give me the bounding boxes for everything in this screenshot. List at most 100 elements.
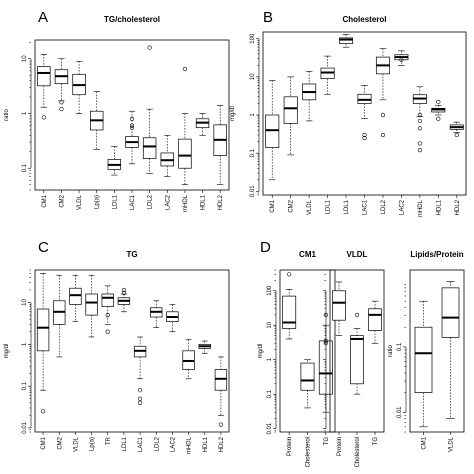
boxplot-panel-c: TG mg/dl 0.01 0.1 1 10 CM1 CM2 VLDL Lp(a) TR LDL1 LA… [4, 250, 230, 454]
boxplot-panel-d3: Lipids/Protein ratio 0.01 0.1 CM1 VLDL [388, 250, 465, 452]
x-tick-label: LDL2 [154, 436, 160, 451]
box [350, 335, 364, 385]
x-tick-label: LDL1 [122, 436, 128, 451]
y-tick-label: 1 [22, 111, 28, 115]
box [214, 369, 228, 391]
x-tick-label: mHDL [418, 199, 424, 217]
outlier-point [105, 313, 110, 318]
outlier-point [129, 116, 135, 121]
y-tick-label: 0.1 [22, 381, 28, 390]
x-tick-label: HDL1 [436, 199, 442, 215]
outlier-point [147, 45, 152, 50]
box [69, 287, 82, 305]
y-tick-label: 10 [267, 321, 273, 328]
y-tick-label: 0.1 [397, 342, 403, 351]
outlier-point [436, 116, 441, 121]
box [300, 362, 315, 391]
x-tick-label: LAC2 [399, 199, 405, 215]
outlier-point [129, 125, 135, 130]
outlier-point [40, 409, 46, 414]
x-tick-label: Protein [337, 437, 343, 456]
x-tick-label: Lp(a) [90, 437, 96, 451]
x-tick-label: LDL1 [326, 199, 332, 214]
x-tick-label: Cholesterol [306, 437, 312, 467]
x-tick-label: LAC2 [170, 436, 176, 452]
outlier-point [380, 112, 386, 118]
y-tick-label: 0.01 [397, 406, 403, 418]
x-tick-label: CM1 [422, 436, 428, 449]
panel-title: TG/cholesterol [104, 15, 160, 24]
y-axis-label: ratio [388, 345, 394, 357]
box [37, 66, 51, 87]
x-tick-label: TR [106, 436, 112, 445]
outlier-point [287, 272, 292, 277]
x-tick-label: LAC1 [138, 436, 144, 452]
outlier-point [380, 132, 386, 138]
boxplot-panel-d2: VLDL Protein Cholesterol TG [323, 250, 385, 467]
x-tick-label: HDL2 [455, 199, 461, 215]
plot-frame [34, 269, 230, 433]
outlier-point [362, 132, 367, 138]
outlier-point [137, 388, 143, 393]
outlier-point [129, 123, 135, 128]
x-tick-label: HDL2 [218, 194, 224, 210]
x-tick-label: mHDL [187, 436, 193, 454]
y-axis-label: mg/dl [4, 344, 10, 359]
outlier-point [105, 329, 110, 334]
y-tick-label: 10 [22, 55, 28, 62]
x-tick-label: Lp(a) [95, 195, 101, 209]
x-tick-label: Cholesterol [355, 437, 361, 467]
outlier-point [59, 107, 64, 112]
x-tick-label: CM1 [270, 199, 276, 212]
y-tick-label: 0.1 [267, 389, 273, 398]
box [85, 293, 98, 316]
y-tick-label: 1 [267, 357, 273, 361]
x-tick-label: TG [373, 437, 379, 446]
x-tick-label: VLDL [77, 194, 83, 210]
boxplot-panel-b: Cholesterol mg/dl 0.01 0.1 1 10 100 CM1 CM2 VLDL L… [230, 15, 467, 217]
x-tick-label: VLDL [73, 436, 79, 452]
y-tick-label: 1 [250, 113, 256, 117]
panel-title: Cholesterol [342, 15, 386, 24]
x-tick-label: CM2 [59, 194, 65, 207]
x-tick-label: LDL1 [344, 199, 350, 214]
panel-title: Lipids/Protein [410, 250, 463, 259]
y-tick-label: 10 [22, 299, 28, 306]
outlier-point [137, 400, 143, 405]
outlier-point [454, 132, 459, 138]
box [332, 290, 346, 321]
x-tick-label: CM2 [289, 199, 295, 212]
x-tick-label: TG [324, 437, 330, 446]
y-tick-label: 0.01 [267, 422, 273, 434]
outlier-point [362, 135, 367, 141]
y-tick-label: 0.1 [250, 148, 256, 157]
panel-title: CM1 [299, 250, 316, 259]
y-tick-label: 0.01 [250, 185, 256, 197]
y-axis-label: mg/dl [230, 106, 236, 121]
outlier-point [137, 396, 143, 401]
x-tick-label: HDL1 [201, 194, 207, 210]
panel-label-c: C [38, 239, 49, 256]
box [36, 308, 50, 352]
x-tick-label: VLDL [307, 199, 313, 215]
y-axis-label: mg/dl [258, 344, 264, 359]
y-tick-label: 100 [267, 285, 273, 296]
x-tick-label: CM1 [41, 436, 47, 449]
box [101, 293, 114, 307]
outlier-point [436, 99, 441, 105]
panel-label-a: A [38, 9, 48, 26]
y-tick-label: 10 [250, 73, 256, 80]
box [368, 308, 382, 331]
outlier-point [354, 312, 360, 317]
outlier-point [218, 422, 224, 427]
y-tick-label: 1 [22, 342, 28, 346]
x-tick-label: CM1 [42, 194, 48, 207]
x-tick-label: LDL1 [112, 194, 118, 209]
outlier-point [417, 112, 422, 118]
outlier-point [399, 57, 404, 62]
box [142, 137, 157, 159]
outlier-point [182, 66, 188, 72]
outlier-point [417, 126, 422, 131]
y-axis-label: ratio [4, 109, 10, 121]
